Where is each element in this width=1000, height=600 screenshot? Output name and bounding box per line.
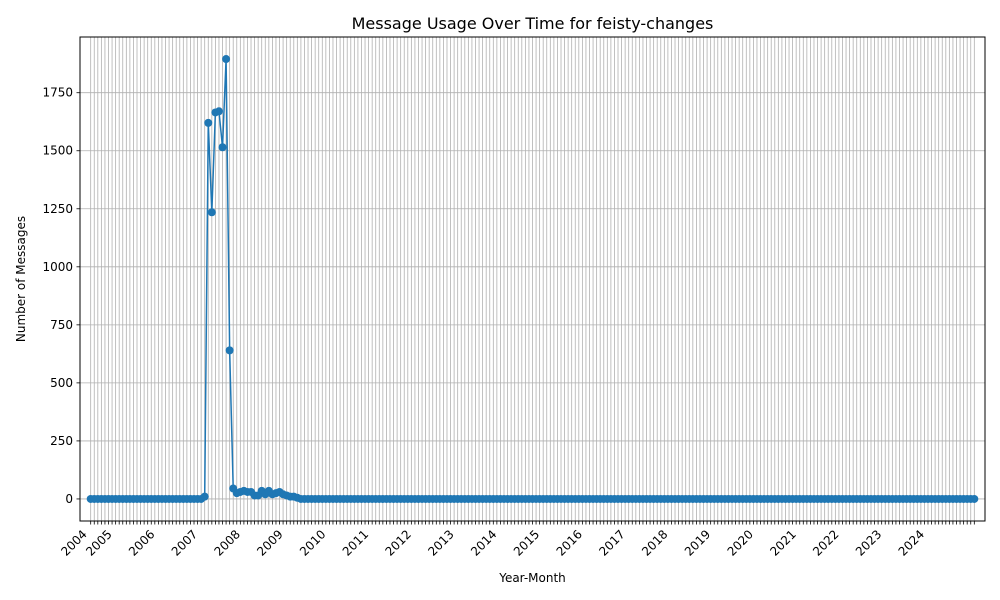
y-tick-label: 500 — [50, 376, 73, 390]
y-tick-label: 750 — [50, 318, 73, 332]
x-axis-label: Year-Month — [498, 571, 566, 585]
y-tick-label: 1500 — [42, 144, 73, 158]
x-tick-label: 2011 — [340, 527, 371, 558]
x-tick-label: 2012 — [383, 527, 414, 558]
x-gridlines — [90, 37, 975, 521]
x-tick-label: 2015 — [511, 527, 542, 558]
x-tick-label: 2019 — [682, 527, 713, 558]
x-tick-label: 2016 — [554, 527, 585, 558]
data-point — [207, 208, 216, 217]
x-tick-label: 2018 — [639, 527, 670, 558]
y-tick-label: 1750 — [42, 86, 73, 100]
y-tick-label: 1250 — [42, 202, 73, 216]
data-point — [204, 118, 213, 127]
data-point — [214, 107, 223, 116]
series-layer — [86, 55, 979, 503]
data-point — [222, 55, 231, 64]
x-tick-label: 2008 — [212, 527, 243, 558]
x-tick-label: 2010 — [297, 527, 328, 558]
y-tick-label: 250 — [50, 434, 73, 448]
x-tick-label: 2004 — [58, 527, 89, 558]
x-tick-label: 2021 — [767, 527, 798, 558]
x-tick-label: 2005 — [83, 527, 114, 558]
y-axis-ticks: 0 250 500 750 1000 1250 1500 1750 — [42, 86, 80, 506]
x-tick-label: 2013 — [425, 527, 456, 558]
x-tick-label: 2020 — [725, 527, 756, 558]
x-tick-label: 2014 — [468, 527, 499, 558]
data-point — [225, 346, 234, 355]
x-tick-label: 2017 — [596, 527, 627, 558]
x-tick-label: 2006 — [126, 527, 157, 558]
y-tick-label: 0 — [65, 492, 73, 506]
x-tick-label: 2007 — [169, 527, 200, 558]
x-tick-label: 2022 — [810, 527, 841, 558]
x-tick-label: 2009 — [254, 527, 285, 558]
data-point — [200, 492, 209, 501]
y-tick-label: 1000 — [42, 260, 73, 274]
x-tick-label: 2024 — [896, 527, 927, 558]
x-tick-label: 2023 — [853, 527, 884, 558]
chart-title: Message Usage Over Time for feisty-chang… — [352, 14, 714, 33]
data-point — [970, 494, 979, 503]
data-point — [218, 143, 227, 152]
y-axis-label: Number of Messages — [14, 216, 28, 342]
